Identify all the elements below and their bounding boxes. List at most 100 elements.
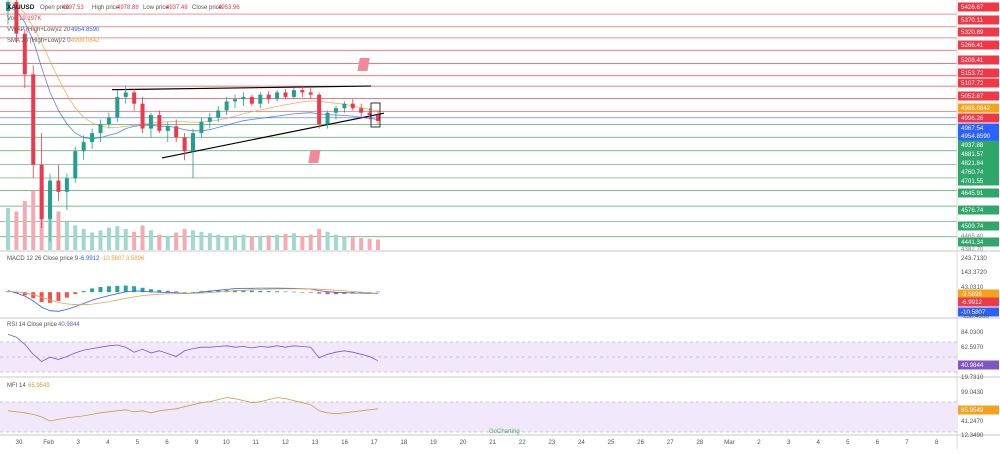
highlight-box[interactable] <box>370 102 381 128</box>
candle-body[interactable] <box>283 92 288 97</box>
macd-histogram-bar <box>56 292 61 301</box>
candle-body[interactable] <box>39 164 44 219</box>
candle-body[interactable] <box>317 94 322 125</box>
candle-body[interactable] <box>241 96 246 100</box>
candle-body[interactable] <box>300 90 305 93</box>
time-axis-label: 19 <box>430 439 437 446</box>
time-axis-label: 4 <box>106 439 110 446</box>
macd-histogram-bar <box>376 291 380 293</box>
symbol-label[interactable]: XAUUSD <box>7 4 35 11</box>
volume-bar <box>249 236 254 250</box>
macd-title[interactable]: MACD 12 26 Close price 9 <box>7 256 79 262</box>
candle-body[interactable] <box>342 103 347 109</box>
candle-body[interactable] <box>333 108 338 113</box>
candle-body[interactable] <box>132 92 137 104</box>
volume-bar <box>317 229 322 250</box>
candle-body[interactable] <box>140 103 145 129</box>
candle-body[interactable] <box>106 117 111 125</box>
sma-value: 4998.0842 <box>71 38 100 44</box>
candle-body[interactable] <box>123 92 128 97</box>
vwap-label[interactable]: VWAP (High+Low)/2 20 <box>7 27 71 33</box>
candle-body[interactable] <box>14 2 19 34</box>
support-trendline[interactable] <box>161 112 385 159</box>
rsi-line[interactable] <box>7 333 379 362</box>
candle-body[interactable] <box>191 133 195 152</box>
time-axis-label: 24 <box>578 439 585 446</box>
candle-body[interactable] <box>233 99 238 102</box>
candle-body[interactable] <box>376 115 380 121</box>
macd-histogram-bar <box>140 287 145 293</box>
candle-body[interactable] <box>216 110 221 118</box>
sma-label[interactable]: SMA 20 (High+Low)/2 0 <box>7 38 71 44</box>
volume-bar <box>325 231 330 250</box>
price-label-badge <box>958 149 999 159</box>
price-label-badge <box>958 140 999 150</box>
marker-1-badge <box>357 58 370 71</box>
candle-body[interactable] <box>325 112 330 125</box>
candle-body[interactable] <box>249 96 254 104</box>
price-label-badge <box>958 158 999 168</box>
candle-body[interactable] <box>266 94 271 100</box>
candle-body[interactable] <box>258 94 263 104</box>
indicator-value-text: -6.9912 <box>961 299 983 306</box>
macd-histogram-bar <box>325 292 330 295</box>
sma-line[interactable] <box>7 1 379 128</box>
price-label-text: 4937.88 <box>961 142 984 149</box>
macd-histogram-bar <box>359 292 364 294</box>
time-axis[interactable]: 30 Feb 3 4 5 6 9 10 11 12 13 16 17 18 19 20 21 22 23 24 25 26… <box>16 439 939 446</box>
mfi-title[interactable]: MFI 14 <box>7 383 26 389</box>
candle-body[interactable] <box>6 2 10 12</box>
marker-1-label: 1 <box>373 64 377 71</box>
volume-bar <box>14 211 19 250</box>
candle-body[interactable] <box>174 126 179 138</box>
candle-body[interactable] <box>182 137 187 152</box>
macd-histogram-bar <box>64 292 69 298</box>
macd-histogram-bar <box>174 291 179 293</box>
macd-histogram-bar <box>291 291 296 293</box>
volume-bar <box>81 229 86 250</box>
candle-body[interactable] <box>224 101 229 111</box>
candle-body[interactable] <box>199 121 204 134</box>
macd-histogram-bar <box>132 286 137 293</box>
candle-body[interactable] <box>64 178 69 192</box>
candle-body[interactable] <box>148 115 153 129</box>
candle-body[interactable] <box>165 126 170 131</box>
macd-hist-value: 3.5896 <box>126 256 145 262</box>
candle-body[interactable] <box>22 33 27 75</box>
candle-body[interactable] <box>48 180 53 219</box>
volume-bar <box>241 234 246 250</box>
indicator-axis-label: 243.7130 <box>961 255 987 262</box>
time-axis-label: 13 <box>312 439 319 446</box>
candle-body[interactable] <box>31 74 36 165</box>
candle-body[interactable] <box>90 133 95 143</box>
candle-body[interactable] <box>350 103 355 109</box>
candle-body[interactable] <box>207 117 212 122</box>
candle-body[interactable] <box>157 115 162 131</box>
rsi-title[interactable]: RSI 14 Close price <box>7 322 58 328</box>
price-axis[interactable]: 5426.67 5370.11 5320.89 5266.41 5208.41 5153.… <box>958 2 999 254</box>
macd-histogram-bar <box>115 285 120 293</box>
candle-body[interactable] <box>98 124 103 134</box>
price-label-badge <box>958 123 999 133</box>
candle-body[interactable] <box>367 112 372 116</box>
volume-bar <box>300 236 305 250</box>
candle-body[interactable] <box>115 96 120 118</box>
volume-bar <box>207 233 212 250</box>
candle-body[interactable] <box>275 92 280 100</box>
candle-body[interactable] <box>359 108 364 113</box>
macd-signal-value: -10.5807 <box>101 256 125 262</box>
candle-body[interactable] <box>73 151 78 179</box>
candle-body[interactable] <box>56 180 61 192</box>
indicator-axes[interactable]: 243.7130 143.3720 43.0310-3.5896-6.9912 -10… <box>958 255 999 439</box>
macd-signal-line[interactable] <box>7 288 379 306</box>
price-label-text: 4576.74 <box>961 207 984 214</box>
candle-body[interactable] <box>308 92 313 95</box>
price-label-badge <box>958 27 999 37</box>
candle-body[interactable] <box>81 142 86 152</box>
resistance-trendline[interactable] <box>111 85 372 91</box>
price-label-badge <box>958 91 999 101</box>
candle-body[interactable] <box>291 90 296 97</box>
mfi-line[interactable] <box>7 397 379 422</box>
